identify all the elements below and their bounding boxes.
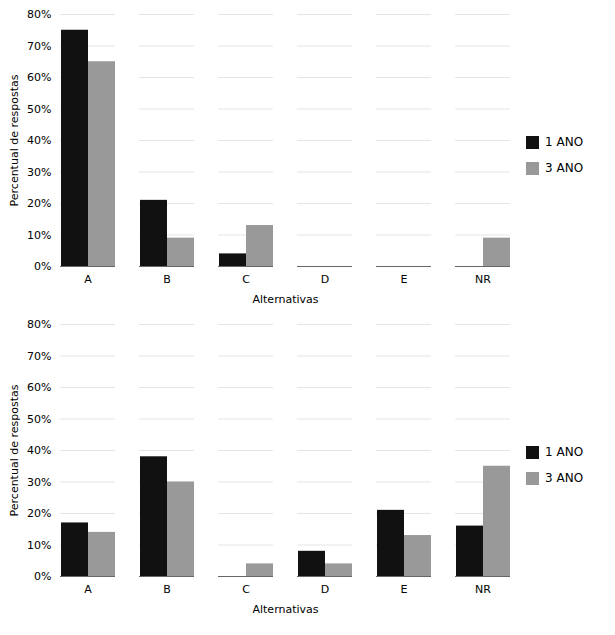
svg-text:70%: 70%	[27, 40, 51, 53]
svg-text:20%: 20%	[27, 197, 51, 210]
svg-text:50%: 50%	[27, 413, 51, 426]
svg-text:B: B	[163, 273, 171, 286]
html-text:1 ANO: 1 ANO	[545, 445, 584, 459]
svg-text:Alternativas: Alternativas	[252, 603, 318, 616]
svg-text:Alternativas: Alternativas	[252, 293, 318, 306]
svg-text:A: A	[84, 273, 92, 286]
svg-text:C: C	[242, 273, 250, 286]
svg-text:60%: 60%	[27, 71, 51, 84]
svg-text:10%: 10%	[27, 539, 51, 552]
svg-text:30%: 30%	[27, 476, 51, 489]
svg-text:Percentual de respostas: Percentual de respostas	[8, 74, 21, 206]
svg-text:60%: 60%	[27, 381, 51, 394]
svg-text:B: B	[163, 583, 171, 596]
svg-text:30%: 30%	[27, 166, 51, 179]
svg-text:NR: NR	[475, 583, 491, 596]
svg-text:A: A	[84, 583, 92, 596]
svg-text:80%: 80%	[27, 318, 51, 331]
svg-text:10%: 10%	[27, 229, 51, 242]
svg-text:20%: 20%	[27, 507, 51, 520]
svg-text:0%: 0%	[34, 570, 51, 583]
svg-text:E: E	[401, 273, 408, 286]
svg-text:E: E	[401, 583, 408, 596]
html-text:1 ANO: 1 ANO	[545, 135, 584, 149]
svg-text:0%: 0%	[34, 260, 51, 273]
svg-text:NR: NR	[475, 273, 491, 286]
svg-text:D: D	[321, 583, 329, 596]
svg-text:50%: 50%	[27, 103, 51, 116]
svg-text:70%: 70%	[27, 350, 51, 363]
html-text:3 ANO: 3 ANO	[545, 161, 584, 175]
svg-text:80%: 80%	[27, 8, 51, 21]
svg-text:40%: 40%	[27, 134, 51, 147]
svg-text:40%: 40%	[27, 444, 51, 457]
html-text:3 ANO: 3 ANO	[545, 471, 584, 485]
svg-text:C: C	[242, 583, 250, 596]
svg-text:D: D	[321, 273, 329, 286]
svg-text:Percentual de respostas: Percentual de respostas	[8, 384, 21, 516]
